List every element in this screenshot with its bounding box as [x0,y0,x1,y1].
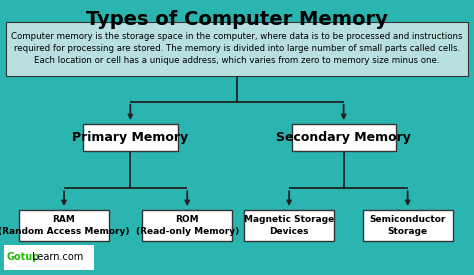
Text: ROM
(Read-only Memory): ROM (Read-only Memory) [136,215,239,236]
FancyBboxPatch shape [4,245,94,270]
FancyBboxPatch shape [292,124,396,151]
FancyBboxPatch shape [6,22,468,76]
Text: Computer memory is the storage space in the computer, where data is to be proces: Computer memory is the storage space in … [11,32,463,65]
Text: Magnetic Storage
Devices: Magnetic Storage Devices [244,215,334,236]
FancyBboxPatch shape [142,210,232,241]
Text: Secondary Memory: Secondary Memory [276,131,411,144]
FancyBboxPatch shape [83,124,178,151]
Text: Primary Memory: Primary Memory [73,131,188,144]
Text: Semiconductor
Storage: Semiconductor Storage [369,215,446,236]
Text: Gotup: Gotup [6,252,39,262]
Text: Types of Computer Memory: Types of Computer Memory [86,10,388,29]
FancyBboxPatch shape [363,210,453,241]
Text: Learn.com: Learn.com [32,252,83,262]
FancyBboxPatch shape [19,210,109,241]
Text: RAM
(Random Access Memory): RAM (Random Access Memory) [0,215,130,236]
FancyBboxPatch shape [244,210,334,241]
